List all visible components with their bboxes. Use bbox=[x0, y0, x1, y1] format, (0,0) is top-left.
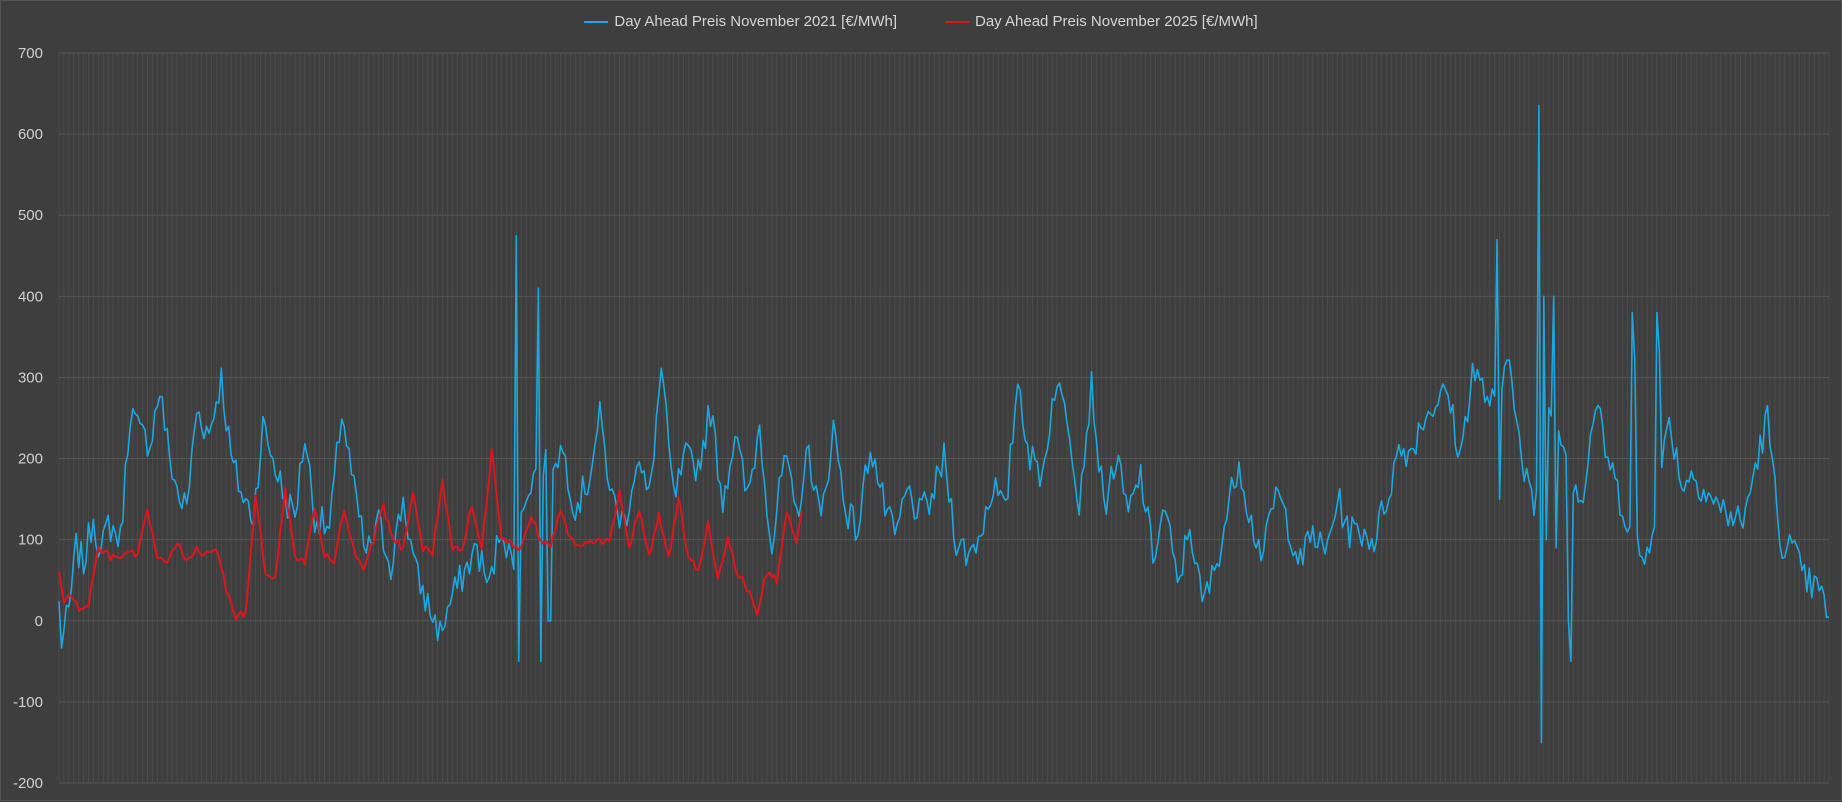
legend-swatch-2021 bbox=[584, 20, 609, 23]
legend-item-2025[interactable]: Day Ahead Preis November 2025 [€/MWh] bbox=[945, 13, 1258, 30]
y-tick-label: 100 bbox=[18, 532, 43, 549]
legend-item-2021[interactable]: Day Ahead Preis November 2021 [€/MWh] bbox=[584, 13, 897, 30]
y-tick-label: 200 bbox=[18, 451, 43, 468]
vertical-gridlines bbox=[58, 53, 1830, 783]
y-tick-label: -100 bbox=[13, 694, 43, 711]
y-tick-label: -200 bbox=[13, 775, 43, 792]
y-tick-label: 400 bbox=[18, 288, 43, 305]
legend-label-2025: Day Ahead Preis November 2025 [€/MWh] bbox=[975, 13, 1258, 30]
y-tick-label: 600 bbox=[18, 126, 43, 143]
y-tick-label: 700 bbox=[18, 45, 43, 62]
y-tick-label: 300 bbox=[18, 369, 43, 386]
series-line-0 bbox=[58, 104, 1830, 744]
y-tick-label: 0 bbox=[35, 613, 43, 630]
legend-label-2021: Day Ahead Preis November 2021 [€/MWh] bbox=[614, 13, 897, 30]
legend: Day Ahead Preis November 2021 [€/MWh] Da… bbox=[1, 13, 1841, 30]
series-line-1 bbox=[58, 448, 803, 621]
y-tick-label: 500 bbox=[18, 207, 43, 224]
legend-swatch-2025 bbox=[945, 20, 969, 23]
